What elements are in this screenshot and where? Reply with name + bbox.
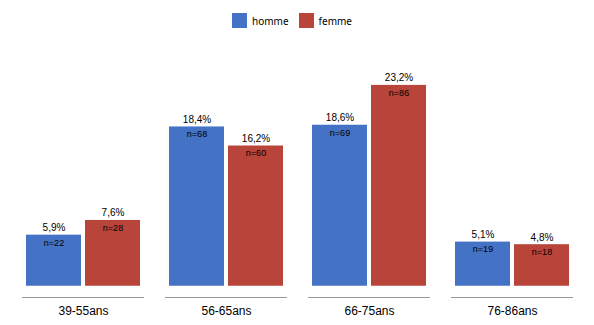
svg-text:n=60: n=60 [246, 148, 266, 158]
svg-text:39-55ans: 39-55ans [58, 304, 108, 318]
svg-text:n=18: n=18 [532, 247, 552, 257]
svg-text:66-75ans: 66-75ans [344, 304, 394, 318]
svg-text:5,1%: 5,1% [472, 229, 495, 240]
svg-text:n=86: n=86 [389, 88, 409, 98]
svg-text:76-86ans: 76-86ans [487, 304, 537, 318]
svg-text:7,6%: 7,6% [102, 207, 125, 218]
svg-text:n=19: n=19 [473, 244, 493, 254]
html-text:homme: homme [252, 13, 289, 28]
html-text:femme: femme [318, 13, 352, 28]
svg-text:18,4%: 18,4% [183, 114, 211, 125]
svg-text:18,6%: 18,6% [326, 112, 354, 123]
svg-text:n=22: n=22 [44, 238, 64, 248]
svg-text:56-65ans: 56-65ans [201, 304, 251, 318]
svg-text:n=68: n=68 [187, 129, 207, 139]
svg-text:23,2%: 23,2% [385, 72, 413, 83]
svg-text:16,2%: 16,2% [242, 133, 270, 144]
svg-text:5,9%: 5,9% [43, 222, 66, 233]
svg-text:n=28: n=28 [103, 223, 123, 233]
svg-text:n=69: n=69 [330, 128, 350, 138]
svg-text:4,8%: 4,8% [531, 232, 554, 243]
